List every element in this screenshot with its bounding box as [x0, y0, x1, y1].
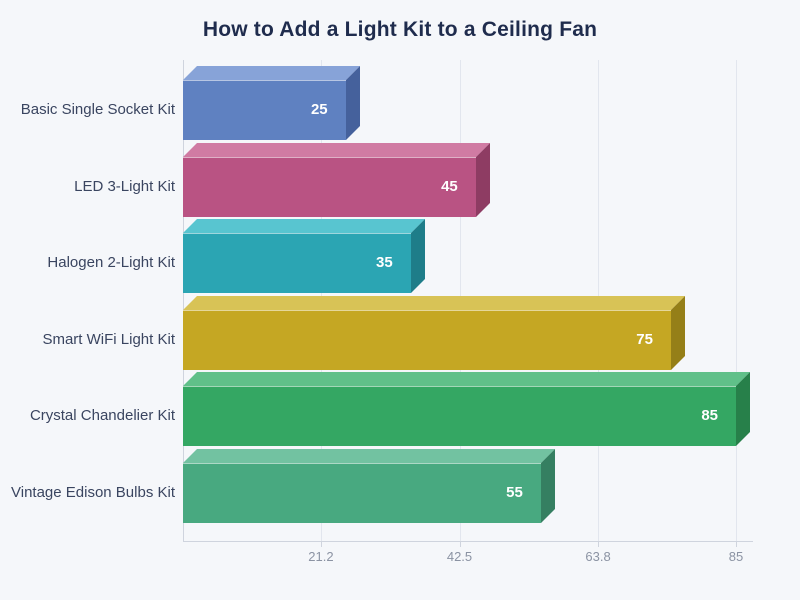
gridline	[736, 60, 737, 541]
category-label: Vintage Edison Bulbs Kit	[11, 483, 175, 501]
category-label: Basic Single Socket Kit	[20, 101, 175, 118]
bar-value-label: 35	[376, 254, 393, 271]
bar-top-face	[183, 295, 685, 310]
x-tick-label: 21.2	[308, 549, 334, 564]
bar-value-label: 85	[701, 407, 718, 424]
bar-front	[183, 309, 671, 370]
bar-side-face	[475, 142, 490, 217]
bar-3d: 85	[183, 372, 750, 446]
x-tick-label: 85	[728, 549, 744, 564]
bar-side-face	[345, 66, 360, 140]
category-label: LED 3-Light Kit	[74, 177, 175, 195]
bar-top-face	[183, 66, 360, 80]
bar-value-label: 25	[310, 101, 328, 118]
bar-3d: 35	[183, 219, 425, 293]
bar-front	[183, 80, 346, 140]
bar-value-label: 55	[506, 483, 523, 501]
bar-3d: 45	[183, 142, 490, 217]
bar-3d: 75	[183, 295, 685, 370]
bar-front	[183, 462, 541, 523]
x-tick-mark	[598, 541, 600, 547]
x-tick-mark	[459, 541, 461, 547]
x-tick-mark	[736, 541, 737, 547]
bar-3d: 25	[183, 66, 360, 140]
bar-top-face	[183, 448, 555, 463]
x-tick-label: 42.5	[446, 549, 473, 564]
bar-side-face	[736, 372, 750, 446]
bar-value-label: 75	[636, 330, 653, 348]
category-label: Crystal Chandelier Kit	[29, 407, 175, 424]
category-label: Halogen 2-Light Kit	[47, 254, 175, 271]
chart-title: How to Add a Light Kit to a Ceiling Fan	[202, 18, 598, 41]
bar-front	[183, 156, 476, 217]
bar-3d: 55	[183, 448, 555, 523]
bar-side-face	[540, 448, 555, 523]
bar-side-face	[670, 295, 685, 370]
bar-top-face	[183, 372, 750, 386]
x-axis-line	[183, 541, 753, 542]
bar-front	[183, 233, 411, 293]
bar-top-face	[183, 142, 490, 157]
bar-value-label: 45	[441, 177, 458, 195]
x-tick-label: 63.8	[585, 549, 611, 564]
bar-side-face	[410, 219, 425, 293]
x-tick-mark	[320, 541, 322, 547]
bar-top-face	[183, 219, 425, 233]
category-label: Smart WiFi Light Kit	[42, 330, 175, 348]
y-axis-line	[183, 60, 184, 542]
bar-front	[183, 386, 736, 446]
